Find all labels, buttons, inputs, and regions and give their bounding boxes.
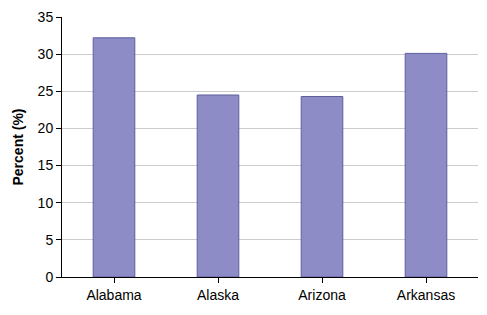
svg-text:0: 0 <box>45 269 53 285</box>
svg-text:Arkansas: Arkansas <box>397 287 455 303</box>
svg-text:30: 30 <box>38 46 54 62</box>
svg-text:35: 35 <box>38 9 54 25</box>
svg-text:10: 10 <box>38 195 54 211</box>
svg-text:5: 5 <box>45 232 53 248</box>
svg-text:Arizona: Arizona <box>298 287 346 303</box>
svg-text:Alaska: Alaska <box>197 287 239 303</box>
svg-text:25: 25 <box>38 83 54 99</box>
svg-text:Alabama: Alabama <box>86 287 141 303</box>
svg-text:15: 15 <box>38 157 54 173</box>
svg-text:20: 20 <box>38 120 54 136</box>
svg-text:Percent (%): Percent (%) <box>10 108 26 185</box>
